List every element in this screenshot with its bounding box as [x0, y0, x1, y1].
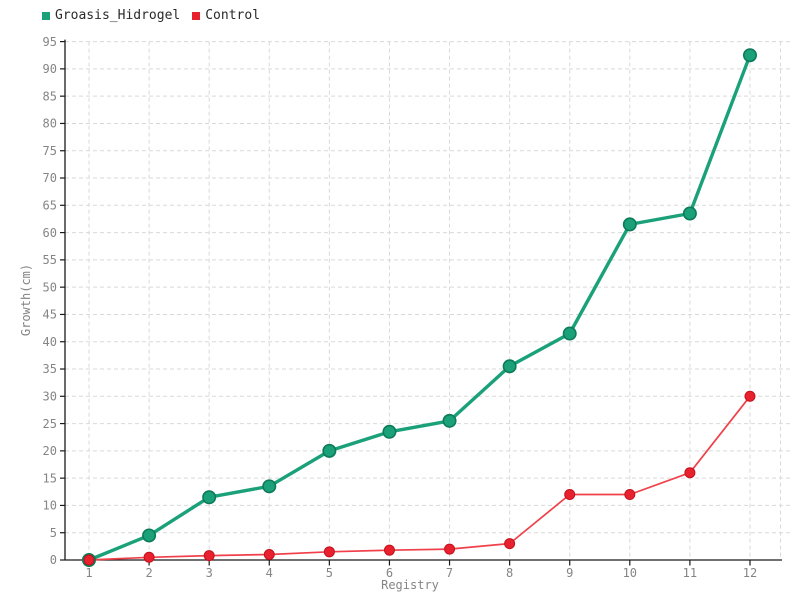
data-point-groasis-hidrogel [142, 528, 157, 543]
data-point-control [504, 538, 516, 550]
y-tick-label: 60 [43, 226, 57, 240]
x-tick-label: 9 [566, 566, 573, 580]
x-tick-label: 1 [85, 566, 92, 580]
data-point-control [143, 551, 155, 563]
data-point-groasis-hidrogel [502, 359, 517, 374]
data-point-groasis-hidrogel [382, 424, 397, 439]
y-tick-label: 20 [43, 444, 57, 458]
y-tick-label: 30 [43, 389, 57, 403]
y-tick-label: 25 [43, 417, 57, 431]
series-line-groasis-hidrogel [87, 53, 752, 562]
series-line-control [88, 395, 751, 561]
data-point-groasis-hidrogel [682, 206, 697, 221]
x-tick-label: 10 [623, 566, 637, 580]
legend-item-control[interactable]: Control [192, 9, 260, 22]
data-point-control [383, 544, 395, 556]
data-point-control [684, 467, 696, 479]
y-tick-label: 75 [43, 144, 57, 158]
x-tick-label: 6 [386, 566, 393, 580]
legend-label: Groasis_Hidrogel [55, 8, 181, 23]
legend-item-groasis-hidrogel[interactable]: Groasis_Hidrogel [42, 9, 180, 22]
data-point-control [444, 543, 456, 555]
data-point-control [263, 549, 275, 561]
y-tick-label: 55 [43, 253, 57, 267]
legend-swatch-icon [42, 11, 50, 20]
y-tick-label: 45 [43, 308, 57, 322]
x-tick-label: 3 [206, 566, 213, 580]
y-tick-label: 80 [43, 117, 57, 131]
y-tick-label: 35 [43, 362, 57, 376]
data-point-control [83, 554, 95, 566]
data-point-control [323, 546, 335, 558]
x-tick-label: 7 [446, 566, 453, 580]
y-tick-label: 90 [43, 62, 57, 76]
y-tick-label: 5 [50, 526, 57, 540]
data-point-groasis-hidrogel [202, 490, 217, 505]
data-point-groasis-hidrogel [742, 48, 757, 63]
y-axis-title: Growth(cm) [19, 264, 33, 336]
data-point-groasis-hidrogel [262, 479, 277, 494]
y-tick-label: 0 [50, 553, 57, 567]
x-tick-label: 12 [743, 566, 757, 580]
y-tick-label: 95 [43, 35, 57, 49]
data-point-groasis-hidrogel [322, 443, 337, 458]
x-tick-label: 5 [326, 566, 333, 580]
data-point-groasis-hidrogel [622, 217, 637, 232]
x-axis-title: Registry [381, 578, 439, 592]
y-tick-label: 15 [43, 471, 57, 485]
legend-label: Control [205, 8, 261, 23]
y-tick-label: 85 [43, 89, 57, 103]
x-tick-label: 8 [506, 566, 513, 580]
legend-swatch-icon [192, 11, 201, 20]
y-tick-label: 65 [43, 199, 57, 213]
y-tick-label: 40 [43, 335, 57, 349]
x-tick-label: 4 [266, 566, 273, 580]
data-point-control [744, 390, 756, 402]
y-tick-label: 50 [43, 280, 57, 294]
x-tick-label: 11 [683, 566, 697, 580]
data-point-groasis-hidrogel [442, 413, 457, 428]
y-tick-label: 10 [43, 499, 57, 513]
chart-legend: Groasis_Hidrogel Control [42, 9, 260, 22]
data-point-groasis-hidrogel [562, 326, 577, 341]
y-tick-label: 70 [43, 171, 57, 185]
data-point-control [624, 489, 636, 501]
x-tick-label: 2 [145, 566, 152, 580]
data-point-control [203, 550, 215, 562]
data-point-control [564, 489, 576, 501]
